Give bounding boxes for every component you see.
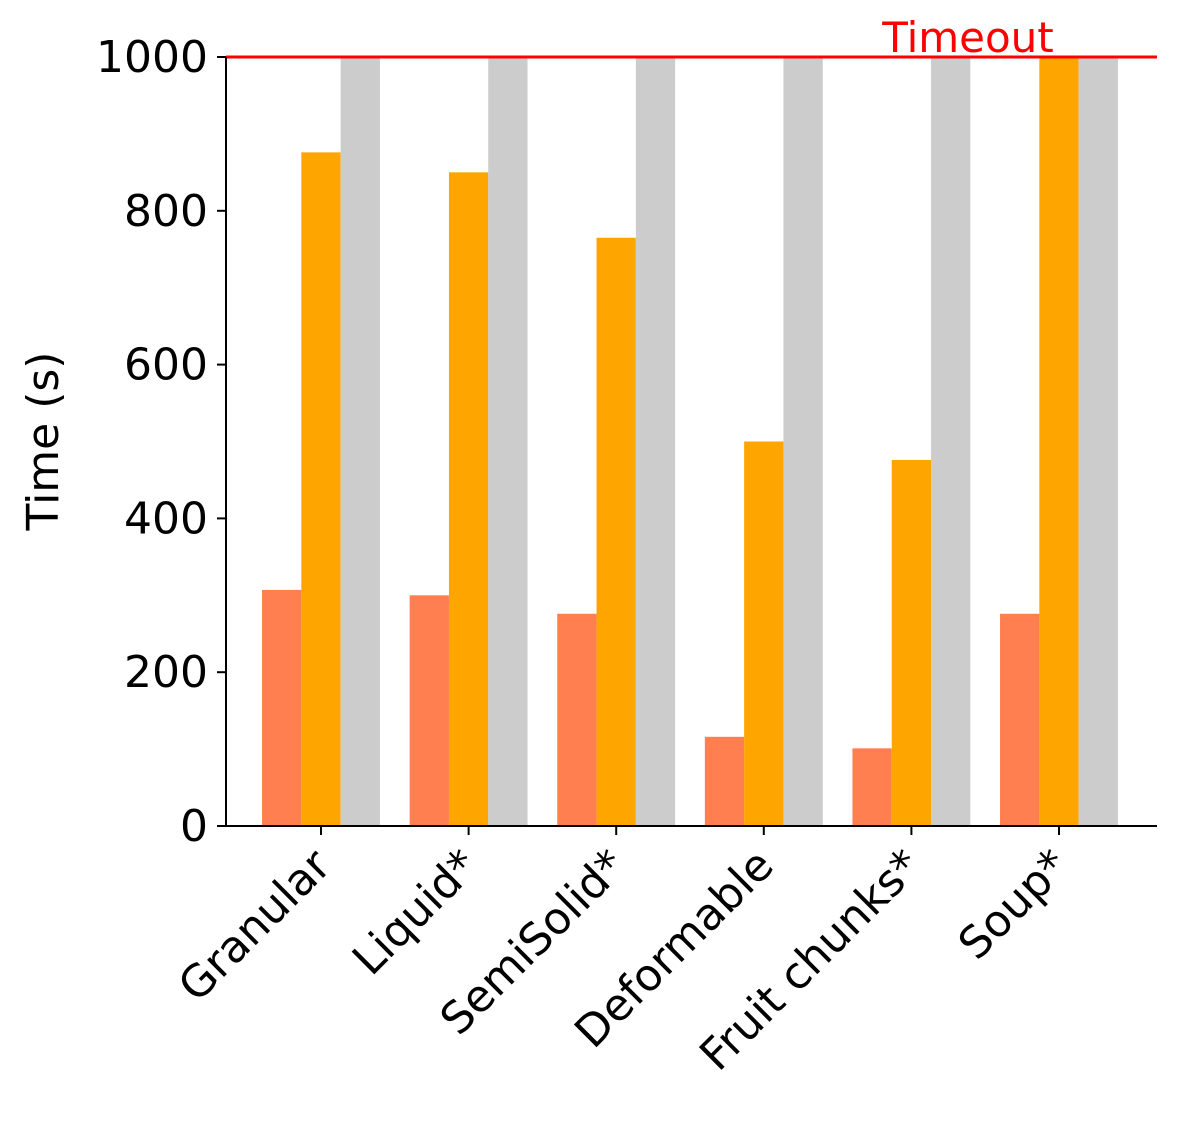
y-tick-label: 0 xyxy=(180,801,208,852)
y-ticks: 0 200 400 600 800 1000 xyxy=(96,32,226,852)
y-tick-label: 1000 xyxy=(96,32,208,83)
bar-liquid-series-3 xyxy=(488,57,528,826)
bar-deformable-series-1 xyxy=(704,736,745,826)
y-axis-label: Time (s) xyxy=(18,352,69,532)
bar-soup-series-2 xyxy=(1039,57,1079,826)
y-tick-label: 800 xyxy=(124,186,208,237)
bar-granular-series-1 xyxy=(262,589,302,826)
bar-fruit-chunks-series-1 xyxy=(852,748,892,826)
bar-semisolid-series-1 xyxy=(557,613,597,826)
bar-liquid-series-1 xyxy=(409,595,449,826)
bar-granular-series-3 xyxy=(340,57,380,826)
y-tick-label: 200 xyxy=(124,647,208,698)
bar-fruit-chunks-series-2 xyxy=(891,459,932,826)
y-tick-label: 400 xyxy=(124,493,208,544)
timeout-label: Timeout xyxy=(881,13,1054,62)
x-tick-label: Soup* xyxy=(949,840,1079,970)
bar-liquid-series-2 xyxy=(448,172,489,827)
bar-deformable-series-2 xyxy=(744,441,784,826)
bar-granular-series-2 xyxy=(301,152,341,827)
bar-semisolid-series-3 xyxy=(635,57,676,826)
x-ticks: Granular Liquid*SemiSolid*DeformableFruit… xyxy=(169,826,1079,1081)
bar-soup-series-1 xyxy=(1000,613,1040,826)
bar-semisolid-series-2 xyxy=(596,237,636,827)
x-tick-label: Granular xyxy=(169,839,342,1012)
bar-fruit-chunks-series-3 xyxy=(931,57,971,826)
y-tick-label: 600 xyxy=(124,340,208,391)
x-tick-label: Liquid* xyxy=(343,840,488,985)
bar-soup-series-3 xyxy=(1078,57,1118,826)
bars-layer xyxy=(262,57,1118,827)
bar-deformable-series-3 xyxy=(783,57,823,826)
